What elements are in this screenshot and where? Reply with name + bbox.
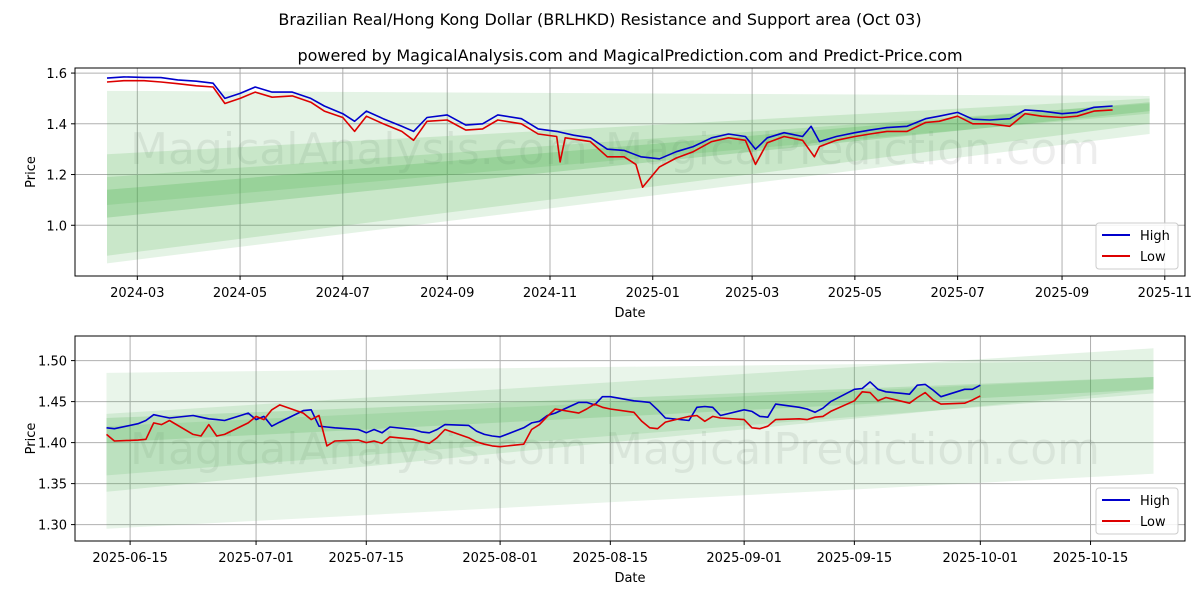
legend-label-high: High xyxy=(1140,229,1170,244)
support-resistance-band xyxy=(107,103,1150,205)
chart-title: Brazilian Real/Hong Kong Dollar (BRLHKD)… xyxy=(278,10,921,29)
x-tick-label: 2025-09-01 xyxy=(706,551,782,566)
x-tick-label: 2025-09 xyxy=(1035,286,1089,301)
x-tick-label: 2025-08-01 xyxy=(462,551,538,566)
support-resistance-band xyxy=(106,377,1154,476)
x-tick-label: 2025-01 xyxy=(626,286,680,301)
x-tick-label: 2025-08-15 xyxy=(573,551,649,566)
watermark-prediction: MagicalPrediction.com xyxy=(605,424,1100,475)
series-line-high xyxy=(106,76,1113,160)
x-tick-label: 2025-10-01 xyxy=(943,551,1019,566)
x-tick-label: 2024-05 xyxy=(213,286,267,301)
y-tick-label: 1.6 xyxy=(46,67,67,82)
x-tick-label: 2024-09 xyxy=(420,286,474,301)
x-tick-label: 2025-09-15 xyxy=(817,551,893,566)
y-tick-label: 1.50 xyxy=(38,355,67,370)
x-tick-label: 2024-11 xyxy=(523,286,577,301)
y-tick-label: 1.40 xyxy=(38,437,67,452)
chart-subtitle: powered by MagicalAnalysis.com and Magic… xyxy=(297,46,962,65)
zoom-chart-panel: MagicalAnalysis.com MagicalPrediction.com… xyxy=(24,335,1186,586)
x-tick-label: 2025-10-15 xyxy=(1053,551,1129,566)
support-resistance-band xyxy=(106,377,1154,443)
watermark-analysis: MagicalAnalysis.com xyxy=(130,124,588,175)
y-tick-label: 1.30 xyxy=(38,519,67,534)
support-resistance-band xyxy=(107,98,1150,256)
y-tick-label: 1.45 xyxy=(38,396,67,411)
y-tick-label: 1.35 xyxy=(38,478,67,493)
x-tick-label: 2025-07-01 xyxy=(218,551,294,566)
legend-label-low: Low xyxy=(1140,250,1166,265)
x-axis-label: Date xyxy=(614,571,645,586)
main-chart-panel: MagicalAnalysis.com MagicalPrediction.com… xyxy=(24,67,1192,321)
y-axis-label: Price xyxy=(24,156,39,188)
x-tick-label: 2024-07 xyxy=(316,286,370,301)
support-resistance-band xyxy=(107,90,1150,264)
legend: High Low xyxy=(1095,487,1179,535)
support-resistance-band xyxy=(106,348,1154,492)
x-tick-label: 2025-07 xyxy=(930,286,984,301)
series-line-high xyxy=(106,381,981,438)
x-tick-label: 2025-03 xyxy=(725,286,779,301)
x-tick-label: 2025-11 xyxy=(1138,286,1192,301)
y-tick-label: 1.0 xyxy=(46,219,67,234)
legend: High Low xyxy=(1095,222,1179,270)
legend-label-high: High xyxy=(1140,494,1170,509)
axes-frame xyxy=(74,67,1186,277)
x-tick-label: 2025-06-15 xyxy=(92,551,168,566)
y-tick-label: 1.2 xyxy=(46,169,67,184)
x-tick-label: 2024-03 xyxy=(110,286,164,301)
x-tick-label: 2025-07-15 xyxy=(328,551,404,566)
y-tick-label: 1.4 xyxy=(46,118,67,133)
y-axis-label: Price xyxy=(24,423,39,455)
x-tick-label: 2025-05 xyxy=(828,286,882,301)
support-resistance-band xyxy=(106,360,1154,529)
series-line-low xyxy=(105,391,981,448)
axes-frame xyxy=(74,335,1186,542)
series-line-low xyxy=(106,79,1113,188)
legend-label-low: Low xyxy=(1140,515,1166,530)
x-axis-label: Date xyxy=(614,306,645,321)
